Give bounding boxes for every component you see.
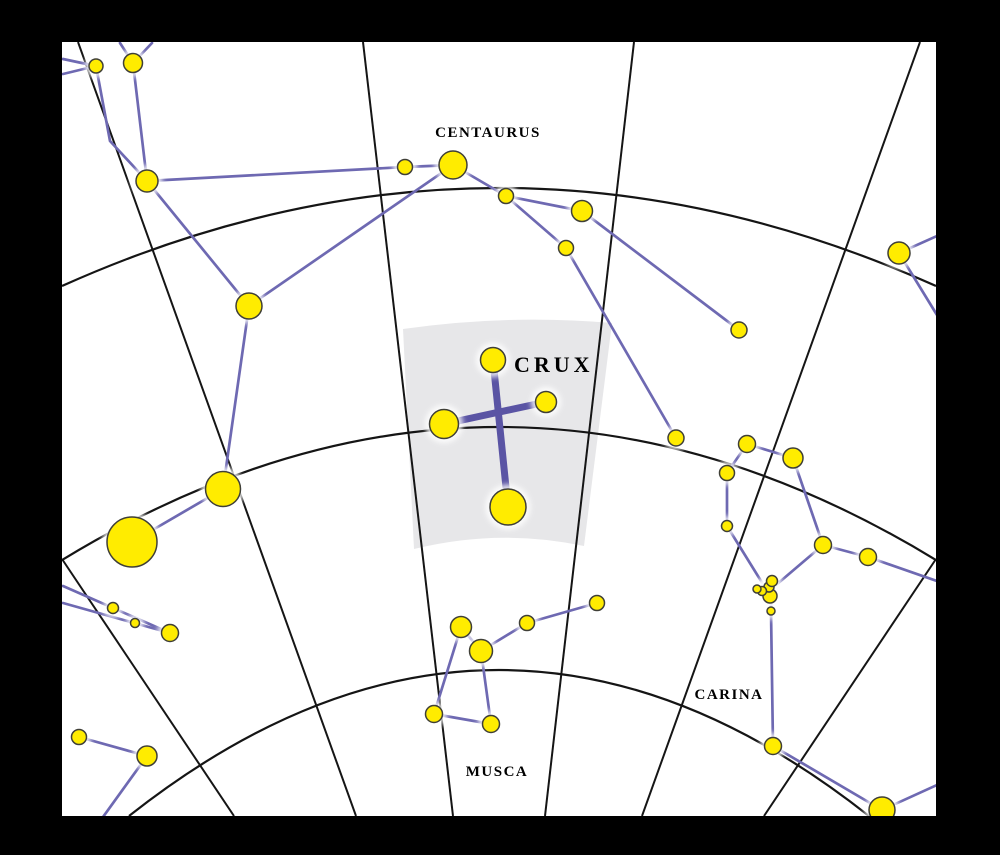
star: [468, 638, 494, 664]
star: [497, 187, 515, 205]
star: [667, 429, 685, 447]
star: [518, 614, 536, 632]
star: [765, 574, 779, 588]
constellation-line: [580, 209, 741, 332]
chart-layers: CENTAURUS CRUX CARINA MUSCA: [62, 42, 936, 816]
constellation-line: [432, 625, 463, 716]
constellation-line: [791, 456, 825, 547]
star: [752, 584, 762, 594]
star: [135, 169, 159, 193]
star: [534, 390, 558, 414]
star: [570, 199, 594, 223]
star: [868, 796, 896, 816]
stars: [70, 52, 911, 816]
constellation-line: [525, 601, 599, 625]
grid-meridian-3: [544, 42, 635, 816]
star: [235, 292, 263, 320]
star: [204, 470, 242, 508]
star: [428, 408, 460, 440]
constellation-label-musca: MUSCA: [466, 764, 529, 780]
constellation-line: [725, 524, 768, 591]
star: [720, 519, 734, 533]
star: [122, 52, 144, 74]
constellation-line: [62, 601, 172, 635]
constellation-labels: CENTAURUS CRUX CARINA MUSCA: [435, 125, 764, 780]
star: [588, 594, 606, 612]
constellation-label-carina: CARINA: [695, 687, 764, 703]
star: [479, 346, 507, 374]
crux-boundary-region: [403, 319, 612, 549]
star: [858, 547, 878, 567]
star: [730, 321, 748, 339]
grid-meridian-1: [77, 42, 357, 816]
star: [88, 58, 104, 74]
star: [106, 516, 158, 568]
star: [763, 736, 783, 756]
star: [766, 606, 776, 616]
star: [396, 158, 414, 176]
constellation-line: [489, 356, 512, 511]
star: [70, 728, 88, 746]
star: [481, 714, 501, 734]
constellation-line: [145, 165, 407, 183]
star: [489, 488, 527, 526]
star: [557, 239, 575, 257]
grid-meridian-4: [641, 42, 921, 816]
constellation-label-centaurus: CENTAURUS: [435, 125, 541, 141]
constellation-line: [771, 744, 884, 812]
star: [449, 615, 473, 639]
grid-meridian-5: [763, 558, 936, 816]
constellation-line: [145, 179, 251, 308]
constellation-line: [131, 61, 149, 183]
star: [887, 241, 911, 265]
star: [813, 535, 833, 555]
star: [424, 704, 444, 724]
star: [129, 617, 141, 629]
star: [106, 601, 120, 615]
grid-meridian-0: [62, 558, 235, 816]
star: [718, 464, 736, 482]
star: [438, 150, 468, 180]
grid-meridian-2: [362, 42, 454, 816]
star: [782, 447, 804, 469]
constellation-line: [221, 304, 251, 491]
constellation-label-crux: CRUX: [514, 352, 594, 377]
star: [160, 623, 180, 643]
constellation-line: [247, 163, 455, 308]
star: [737, 434, 757, 454]
star: [136, 745, 158, 767]
constellation-line: [94, 64, 149, 183]
